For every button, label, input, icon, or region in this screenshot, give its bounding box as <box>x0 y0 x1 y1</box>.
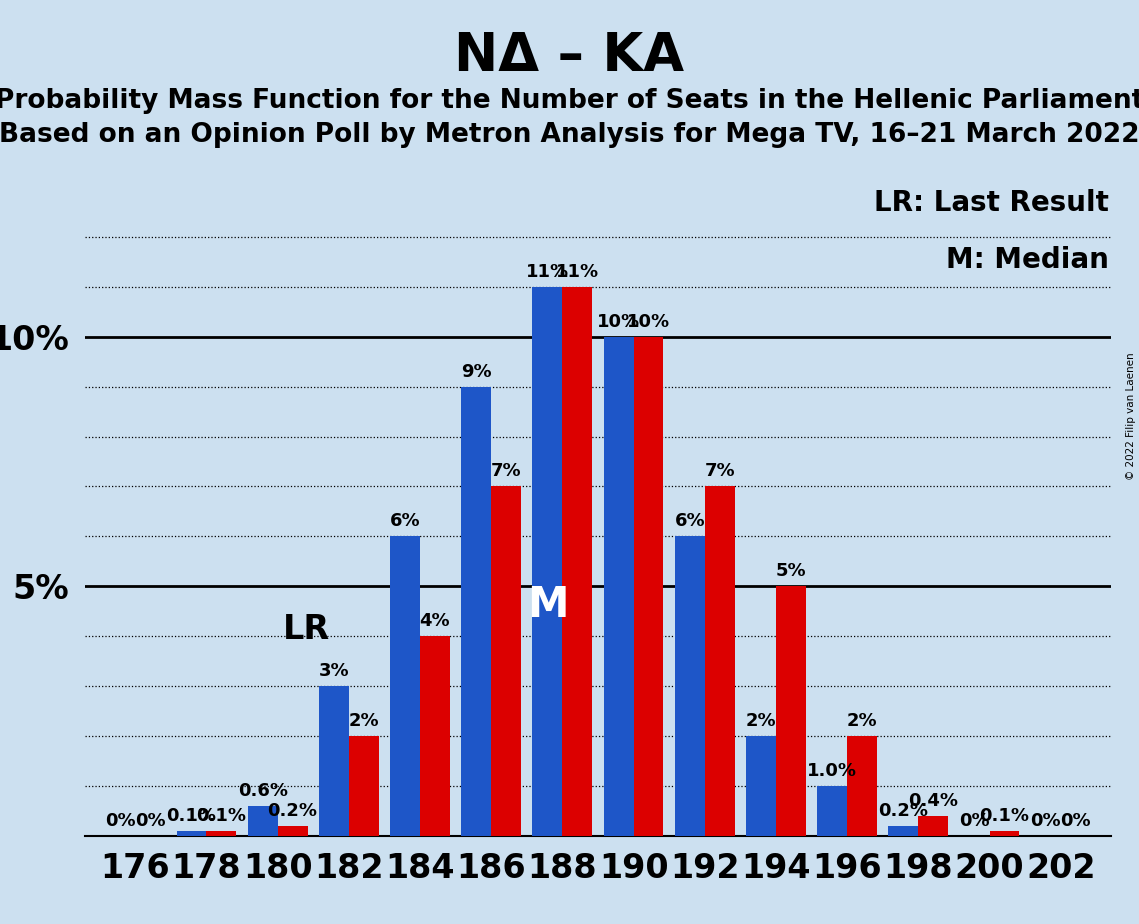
Bar <box>918 816 948 836</box>
Bar <box>776 587 806 836</box>
Text: LR: LR <box>282 614 329 647</box>
Text: 3%: 3% <box>319 663 350 680</box>
Text: 7%: 7% <box>704 463 735 480</box>
Text: 6%: 6% <box>674 513 705 530</box>
Bar <box>461 386 491 836</box>
Bar <box>746 736 776 836</box>
Text: NΔ – KA: NΔ – KA <box>454 30 685 81</box>
Text: 9%: 9% <box>461 362 492 381</box>
Bar <box>817 786 847 836</box>
Bar <box>420 637 450 836</box>
Bar <box>349 736 378 836</box>
Text: Based on an Opinion Poll by Metron Analysis for Mega TV, 16–21 March 2022: Based on an Opinion Poll by Metron Analy… <box>0 122 1139 148</box>
Bar <box>847 736 877 836</box>
Bar <box>674 537 705 836</box>
Bar <box>990 832 1019 836</box>
Text: 2%: 2% <box>746 712 777 730</box>
Text: 6%: 6% <box>390 513 420 530</box>
Bar <box>491 486 521 836</box>
Text: Probability Mass Function for the Number of Seats in the Hellenic Parliament: Probability Mass Function for the Number… <box>0 88 1139 114</box>
Text: 2%: 2% <box>846 712 877 730</box>
Bar <box>532 286 563 836</box>
Text: 0.6%: 0.6% <box>238 783 288 800</box>
Text: 0.1%: 0.1% <box>196 808 246 825</box>
Text: 0%: 0% <box>1060 812 1091 831</box>
Bar <box>888 826 918 836</box>
Bar <box>563 286 592 836</box>
Text: 0%: 0% <box>134 812 165 831</box>
Text: 0.1%: 0.1% <box>980 808 1030 825</box>
Text: 11%: 11% <box>526 262 570 281</box>
Text: 0%: 0% <box>1031 812 1062 831</box>
Bar <box>390 537 420 836</box>
Text: 0%: 0% <box>959 812 990 831</box>
Text: M: M <box>526 584 568 626</box>
Bar <box>177 832 206 836</box>
Text: 7%: 7% <box>491 463 522 480</box>
Text: 10%: 10% <box>626 312 670 331</box>
Text: 5%: 5% <box>776 563 806 580</box>
Bar <box>248 807 278 836</box>
Text: © 2022 Filip van Laenen: © 2022 Filip van Laenen <box>1126 352 1136 480</box>
Text: 0.4%: 0.4% <box>908 792 958 810</box>
Bar <box>633 336 663 836</box>
Bar <box>206 832 237 836</box>
Text: 0.1%: 0.1% <box>166 808 216 825</box>
Text: 10%: 10% <box>597 312 640 331</box>
Bar <box>705 486 735 836</box>
Text: LR: Last Result: LR: Last Result <box>874 188 1108 217</box>
Bar <box>319 687 349 836</box>
Text: M: Median: M: Median <box>945 246 1108 274</box>
Text: 0.2%: 0.2% <box>878 802 928 821</box>
Bar <box>604 336 633 836</box>
Text: 2%: 2% <box>349 712 379 730</box>
Text: 0.2%: 0.2% <box>268 802 318 821</box>
Text: 0%: 0% <box>105 812 136 831</box>
Text: 1.0%: 1.0% <box>808 762 858 780</box>
Bar <box>278 826 308 836</box>
Text: 11%: 11% <box>556 262 599 281</box>
Text: 4%: 4% <box>419 613 450 630</box>
